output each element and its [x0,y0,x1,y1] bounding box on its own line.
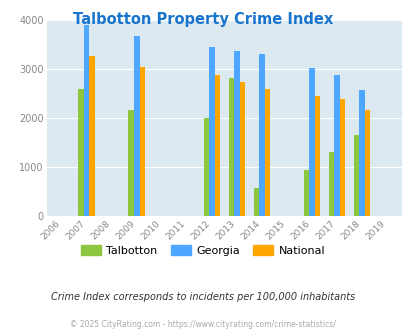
Bar [258,54,264,216]
Bar [358,89,364,216]
Bar [209,47,214,216]
Bar [84,25,89,216]
Bar [134,36,139,216]
Bar [314,96,320,216]
Bar [139,67,145,216]
Text: Talbotton Property Crime Index: Talbotton Property Crime Index [72,12,333,26]
Bar [239,82,245,216]
Text: Crime Index corresponds to incidents per 100,000 inhabitants: Crime Index corresponds to incidents per… [51,292,354,302]
Bar [78,88,84,216]
Bar [353,135,358,216]
Bar [339,99,344,216]
Bar [333,75,339,216]
Bar [253,188,258,216]
Legend: Talbotton, Georgia, National: Talbotton, Georgia, National [76,241,329,260]
Bar [364,110,369,216]
Bar [228,78,234,216]
Bar [328,152,333,216]
Bar [214,75,220,216]
Text: © 2025 CityRating.com - https://www.cityrating.com/crime-statistics/: © 2025 CityRating.com - https://www.city… [70,320,335,329]
Bar [308,68,314,216]
Bar [234,51,239,216]
Bar [203,118,209,216]
Bar [264,88,269,216]
Bar [89,56,95,216]
Bar [303,170,308,216]
Bar [128,110,134,216]
